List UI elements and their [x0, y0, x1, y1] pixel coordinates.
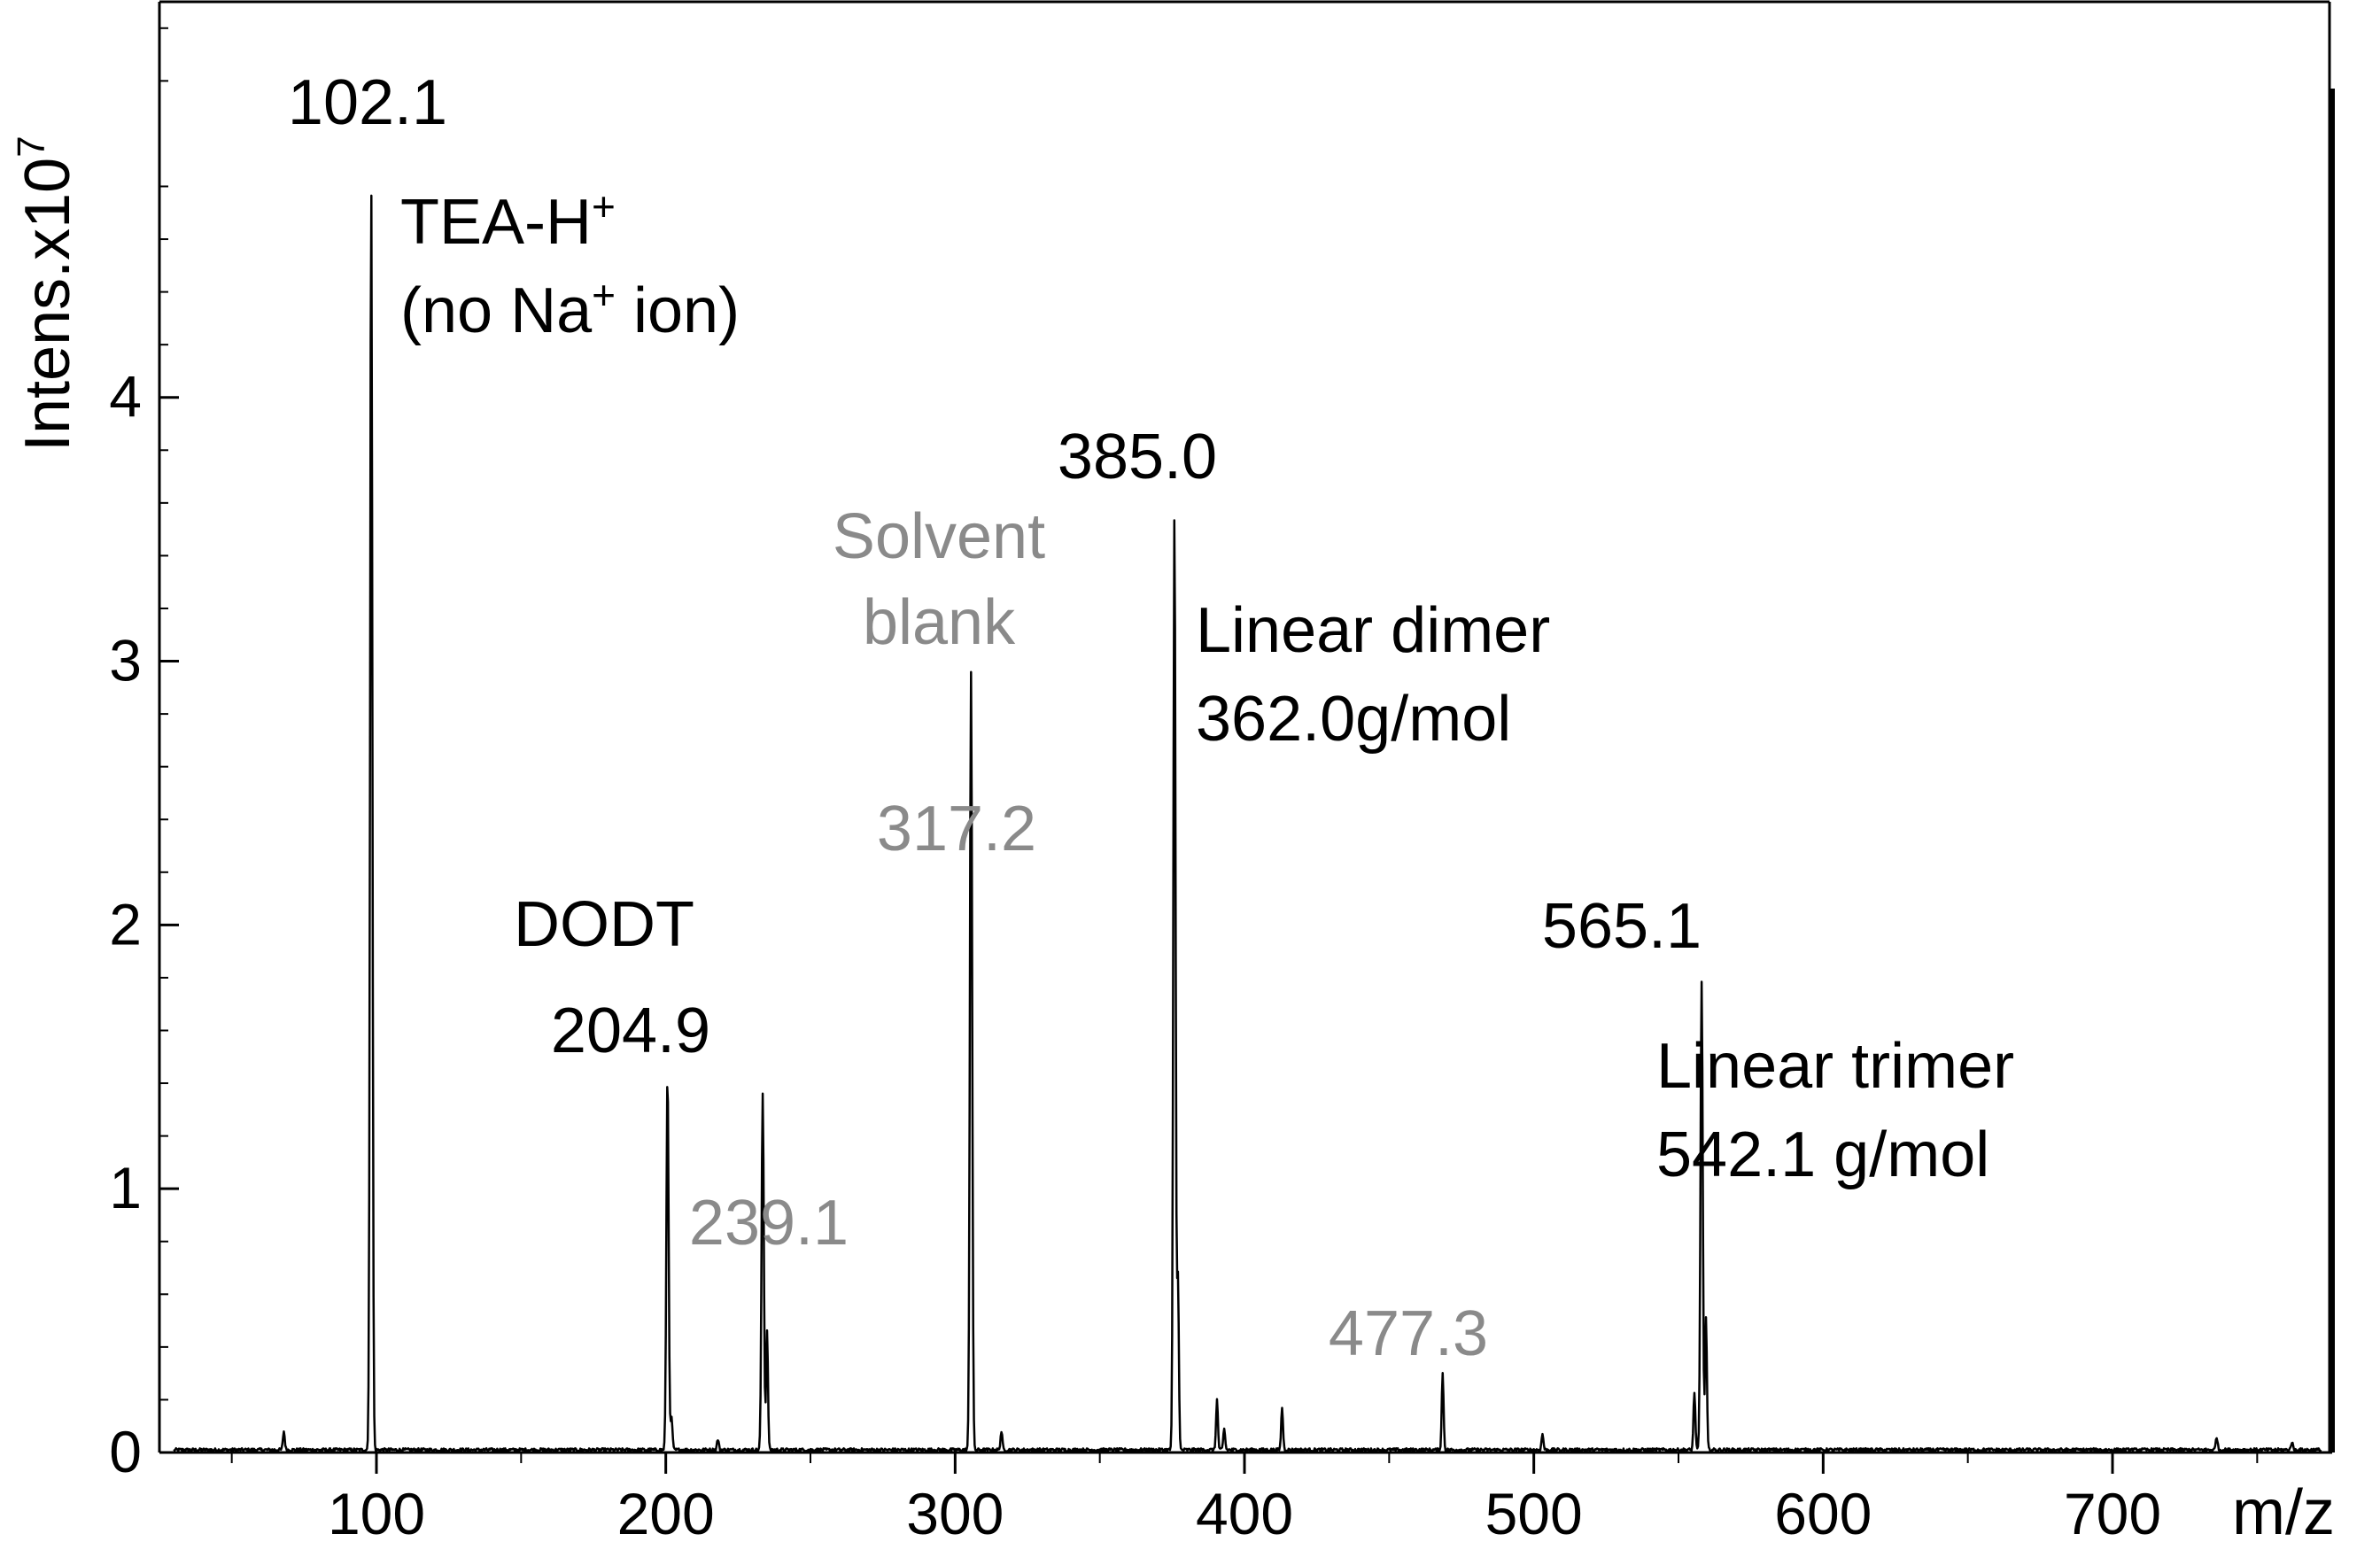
peak-label: 102.1 — [288, 67, 447, 138]
x-axis-ticks: 100 200 300 400 500 600 700 — [230, 1452, 2259, 1546]
annotation-tea-pre: (no Na — [400, 275, 593, 346]
x-tick-label: 200 — [617, 1481, 715, 1546]
annotation-tea-sup: + — [592, 183, 616, 229]
peak-labels: 102.1 204.9 239.1 317.2 385.0 477.3 565.1 — [288, 67, 1702, 1369]
peak-label: 317.2 — [877, 794, 1036, 864]
spectrum-series-line — [173, 194, 2322, 1453]
annotation-solvent-line2: blank — [863, 587, 1016, 658]
annotation-tea-line2: (no Na+ ion) — [400, 272, 740, 346]
annotation-trimer-line2: 542.1 g/mol — [1656, 1119, 1989, 1190]
y-tick-label: 3 — [109, 628, 142, 693]
peak-label: 239.1 — [689, 1188, 849, 1259]
annotation-dimer-line2: 362.0g/mol — [1196, 684, 1511, 755]
annotation-tea-post: ion) — [616, 275, 740, 346]
x-tick-label: 600 — [1774, 1481, 1872, 1546]
y-tick-label: 1 — [109, 1155, 142, 1220]
x-tick-label: 400 — [1196, 1481, 1293, 1546]
annotation-dimer-line1: Linear dimer — [1196, 595, 1550, 666]
x-tick-label: 300 — [906, 1481, 1004, 1546]
annotation-tea-line1: TEA-H+ — [400, 183, 616, 258]
annotation-tea-na-sup: + — [592, 272, 616, 318]
annotation-tea-text: TEA-H — [400, 187, 592, 258]
annotation-solvent-line1: Solvent — [833, 501, 1045, 572]
x-axis-label: m/z — [2232, 1477, 2335, 1548]
annotation-trimer-line1: Linear trimer — [1656, 1031, 2014, 1102]
y-tick-label: 4 — [109, 364, 142, 430]
y-axis-label-text: Intens.x10 — [12, 158, 83, 452]
annotation-dodt: DODT — [514, 889, 694, 960]
y-axis-label: Intens.x107 — [10, 136, 83, 452]
peak-label: 477.3 — [1329, 1298, 1488, 1369]
x-tick-label: 100 — [328, 1481, 425, 1546]
x-tick-label: 500 — [1485, 1481, 1583, 1546]
peak-label: 204.9 — [551, 995, 710, 1066]
peak-label: 385.0 — [1058, 422, 1217, 492]
peak-label: 565.1 — [1542, 891, 1702, 962]
y-axis-label-exponent: 7 — [10, 136, 53, 157]
x-tick-label: 700 — [2064, 1481, 2161, 1546]
y-tick-label: 2 — [109, 891, 142, 957]
y-axis-ticks: 0 1 2 3 4 — [109, 27, 179, 1484]
y-tick-label: 0 — [109, 1419, 142, 1484]
